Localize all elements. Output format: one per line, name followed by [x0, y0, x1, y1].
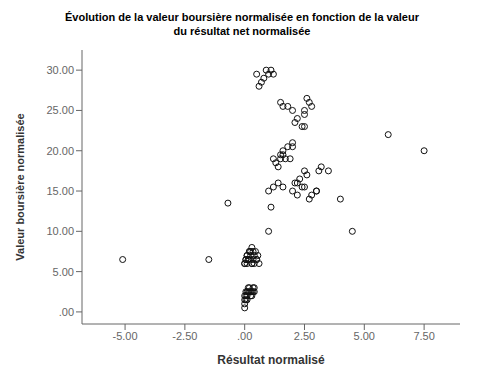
svg-text:5.00: 5.00	[53, 266, 74, 278]
svg-text:-2.50: -2.50	[172, 330, 197, 342]
svg-text:.00: .00	[237, 330, 252, 342]
svg-text:20.00: 20.00	[46, 145, 74, 157]
svg-text:7.50: 7.50	[413, 330, 434, 342]
html-text:du résultat net normalisée: du résultat net normalisée	[173, 25, 311, 37]
svg-text:15.00: 15.00	[46, 185, 74, 197]
svg-text:Valeur boursière normalisée: Valeur boursière normalisée	[14, 113, 26, 260]
svg-text:5.00: 5.00	[354, 330, 375, 342]
svg-text:-5.00: -5.00	[113, 330, 138, 342]
svg-text:2.50: 2.50	[294, 330, 315, 342]
svg-text:.00: .00	[59, 306, 74, 318]
html-text:Évolution de la valeur boursiè: Évolution de la valeur boursière normali…	[65, 11, 419, 23]
svg-text:30.00: 30.00	[46, 64, 74, 76]
svg-text:25.00: 25.00	[46, 104, 74, 116]
svg-text:10.00: 10.00	[46, 225, 74, 237]
svg-text:Résultat normalisé: Résultat normalisé	[217, 353, 325, 367]
